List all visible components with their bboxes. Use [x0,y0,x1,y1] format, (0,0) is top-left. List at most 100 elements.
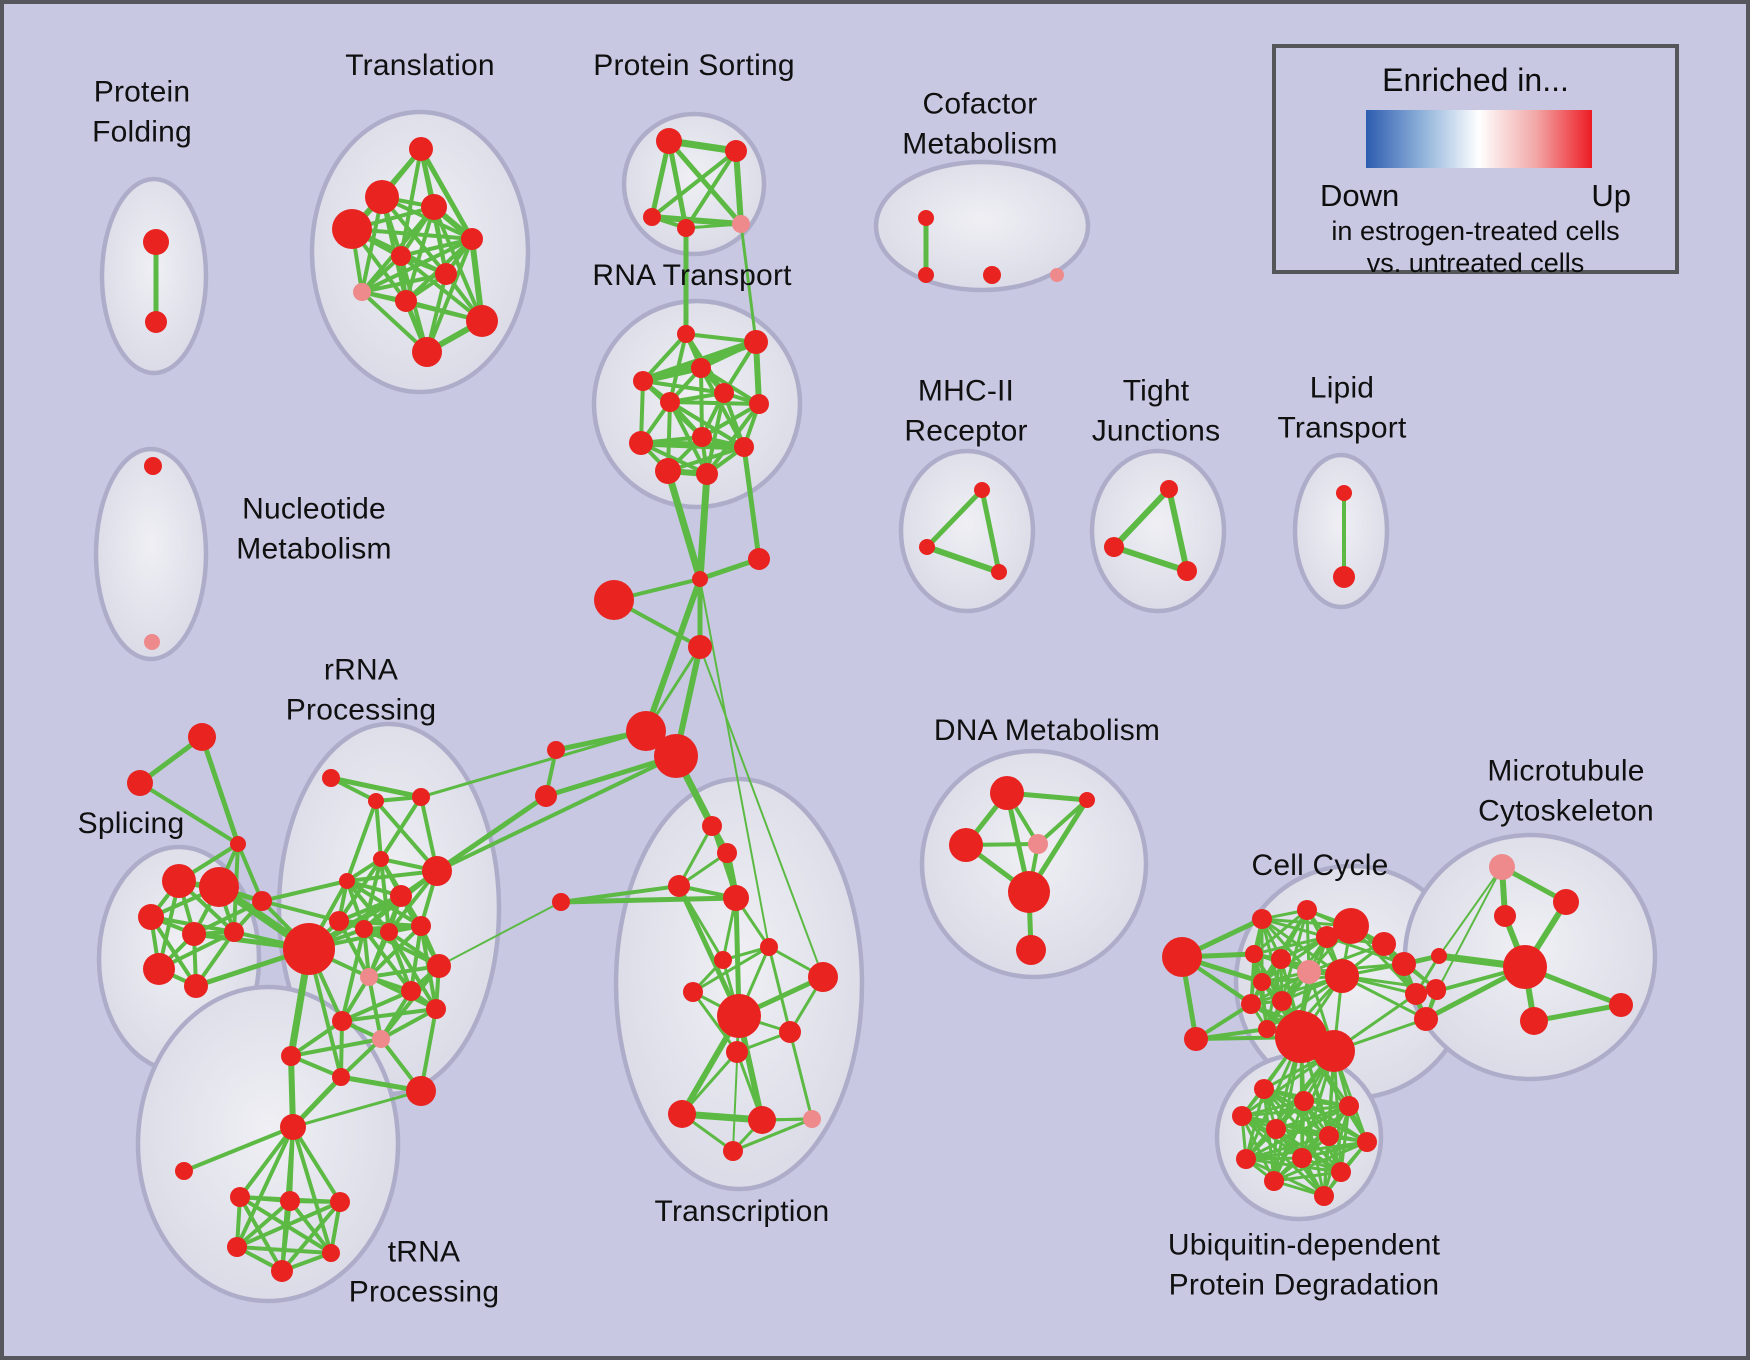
cluster-ellipse [1292,452,1390,610]
gene-set-node-d5 [1016,935,1046,965]
gene-set-node-tr1 [365,180,399,214]
edge [705,391,726,476]
gene-set-node-m0 [1489,854,1515,880]
edge [641,379,726,395]
gene-set-node-u7 [1236,1149,1256,1169]
gene-set-node-m2 [1494,905,1516,927]
gene-set-node-m7 [1428,982,1446,1000]
gene-set-node-ps2 [643,208,661,226]
gene-set-node-s6 [184,974,208,998]
gene-set-node-bigL [594,580,634,620]
gene-set-node-h2 [330,1192,350,1212]
gene-set-node-mid [688,635,712,659]
edge [291,1125,333,1255]
gene-set-node-k8 [1253,973,1271,991]
edge [360,272,448,294]
edge [367,975,383,1041]
gene-set-node-tr6 [435,263,457,285]
gene-set-node-k15 [1405,983,1427,1005]
edge [767,945,792,1034]
edge [668,400,761,406]
gene-set-node-tr8 [395,290,417,312]
edge [374,799,439,873]
edge [238,1125,295,1199]
cluster-label-tight-junctions: Tight Junctions [1091,374,1221,447]
edge [138,781,240,846]
gene-set-node-t10 [655,458,681,484]
edge [1166,486,1190,574]
gene-set-node-t1 [744,330,768,354]
gene-set-node-r18 [281,1046,301,1066]
gene-set-node-r15 [427,954,451,978]
edge [291,1089,423,1129]
gene-set-node-nm1 [144,634,160,650]
gene-set-node-tr7 [353,283,371,301]
edge [691,990,739,1054]
gene-set-node-tri2 [230,836,246,852]
edge [1240,1114,1326,1198]
edge [543,753,679,799]
edge [345,799,378,883]
gene-set-node-k10 [1272,991,1292,1011]
gene-set-node-r7 [329,911,349,931]
edge [1382,942,1428,1021]
gene-set-node-ps4 [732,215,750,233]
cluster-label-nucleotide: Nucleotide Metabolism [236,492,392,565]
edge [699,646,824,978]
gene-set-node-ps0 [656,128,682,154]
legend-title: Enriched in... [1382,62,1569,98]
gene-set-node-u3 [1232,1106,1252,1126]
cluster-label-microtubule: Microtubule Cytoskeleton [1478,754,1654,827]
cluster-label-transcription: Transcription [654,1195,830,1229]
edge [700,402,761,439]
gene-set-node-s1 [199,867,239,907]
edge [924,544,1002,575]
network-nodes [127,128,1633,1282]
color-legend: Enriched in... Down Up in estrogen-treat… [1272,44,1679,278]
gene-set-node-x14 [803,1110,821,1128]
edge [340,927,366,1023]
gene-set-node-u8 [1292,1148,1312,1168]
gene-set-node-x4 [552,893,570,911]
gene-set-node-r14 [401,981,421,1001]
gene-set-node-d4 [1008,871,1050,913]
edge [345,869,439,883]
edge [1244,1157,1326,1198]
legend-gradient-bar [1366,110,1592,168]
cluster-ellipse [135,984,401,1304]
edge [289,1019,344,1058]
gene-set-node-u1 [1294,1091,1314,1111]
edge [235,1125,295,1249]
gene-set-node-r17 [406,1076,436,1106]
gene-set-node-d1 [1079,792,1095,808]
gene-set-node-u10 [1264,1171,1284,1191]
gene-set-node-cl1 [547,741,565,759]
gene-set-node-k5 [1271,949,1291,969]
gene-set-node-tr2 [421,194,447,220]
legend-subtitle-line1: in estrogen-treated cells [1331,216,1620,246]
gene-set-node-r6 [422,856,452,886]
edge [641,332,688,383]
gene-set-node-r0 [322,769,340,787]
edge [924,487,985,550]
gene-set-node-tri1 [127,770,153,796]
cluster-ellipse [873,159,1091,293]
cluster-label-lipid-transport: Lipid Transport [1277,371,1407,444]
gene-set-node-r4 [339,873,355,889]
gene-set-node-lone [175,1162,193,1180]
cluster-ellipse [1089,448,1227,614]
edge [289,1037,383,1058]
gene-set-node-u9 [1331,1162,1351,1182]
gene-set-node-cf0 [918,210,934,226]
edge [684,222,743,230]
edge [1244,1134,1331,1161]
gene-set-node-t0 [677,325,695,343]
edge [367,924,423,979]
gene-set-node-u6 [1357,1132,1377,1152]
gene-set-node-s2 [138,904,164,930]
gene-set-node-x6 [714,951,732,969]
edge [379,795,423,861]
gene-set-node-m6 [1431,948,1447,964]
edge [666,138,744,227]
gene-set-node-u0 [1254,1079,1274,1099]
